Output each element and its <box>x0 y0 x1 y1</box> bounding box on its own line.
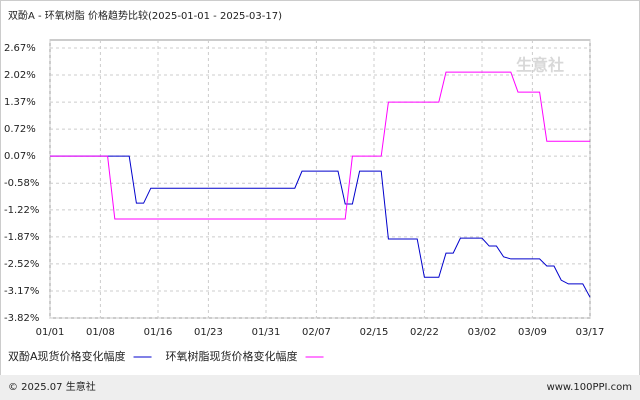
y-tick-label: 2.67% <box>4 43 36 54</box>
y-tick-label: 1.37% <box>4 97 36 108</box>
y-tick-label: -1.87% <box>4 232 39 243</box>
y-tick-label: -2.52% <box>4 259 39 270</box>
x-tick-label: 03/09 <box>518 327 547 338</box>
series-line <box>50 71 590 220</box>
y-tick-label: -0.58% <box>4 178 39 189</box>
y-tick-label: 2.02% <box>4 70 36 81</box>
x-tick-label: 02/15 <box>360 327 389 338</box>
y-tick-label: 0.07% <box>4 151 36 162</box>
x-tick-label: 01/01 <box>36 327 65 338</box>
x-tick-label: 03/17 <box>576 327 605 338</box>
x-tick-label: 02/07 <box>302 327 331 338</box>
footer-right: www.100PPI.com <box>547 382 632 393</box>
chart-title: 双酚A - 环氧树脂 价格趋势比较(2025-01-01 - 2025-03-1… <box>8 9 282 22</box>
y-tick-label: -1.22% <box>4 205 39 216</box>
x-tick-label: 01/08 <box>86 327 115 338</box>
x-tick-label: 01/23 <box>194 327 223 338</box>
y-tick-label: -3.82% <box>4 313 39 324</box>
x-tick-label: 01/16 <box>144 327 173 338</box>
footer-band <box>0 375 640 400</box>
y-tick-label: -3.17% <box>4 286 39 297</box>
x-tick-label: 01/31 <box>252 327 281 338</box>
legend-label: 双酚A现货价格变化幅度 <box>8 349 126 363</box>
footer-left: © 2025.07 生意社 <box>8 380 96 393</box>
y-tick-label: 0.72% <box>4 124 36 135</box>
x-tick-label: 02/22 <box>410 327 439 338</box>
watermark: 生意社 <box>516 56 564 75</box>
legend-label: 环氧树脂现货价格变化幅度 <box>166 349 298 363</box>
series-line <box>50 155 591 298</box>
x-tick-label: 03/02 <box>468 327 497 338</box>
